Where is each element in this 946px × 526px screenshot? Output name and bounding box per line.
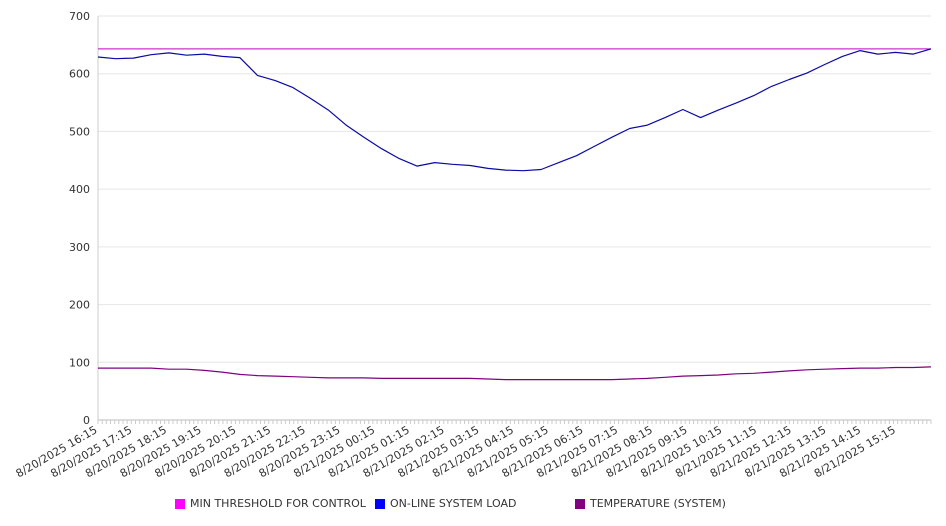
series-online-system-load-line (97, 48, 932, 172)
y-tick-label: 0 (83, 414, 90, 427)
y-tick-label: 500 (69, 125, 90, 138)
series-temperature-line (98, 366, 932, 381)
legend-swatch-temperature (575, 498, 585, 509)
x-axis-tick-labels: 8/20/2025 16:158/20/2025 17:158/20/2025 … (14, 423, 898, 480)
legend-item-temperature: TEMPERATURE (SYSTEM) (575, 497, 726, 510)
legend-label-min-threshold: MIN THRESHOLD FOR CONTROL (190, 497, 366, 510)
y-tick-label: 100 (69, 356, 90, 369)
legend-item-min-threshold: MIN THRESHOLD FOR CONTROL (175, 497, 366, 510)
legend-swatch-online-system-load (375, 498, 385, 509)
y-tick-label: 200 (69, 299, 90, 312)
y-tick-label: 600 (69, 68, 90, 81)
legend-label-online-system-load: ON-LINE SYSTEM LOAD (390, 497, 517, 510)
legend-item-online-system-load: ON-LINE SYSTEM LOAD (375, 497, 516, 510)
legend-label-temperature: TEMPERATURE (SYSTEM) (590, 497, 726, 510)
axes (97, 16, 932, 424)
y-tick-label: 700 (69, 10, 90, 23)
legend: MIN THRESHOLD FOR CONTROL ON-LINE SYSTEM… (0, 497, 946, 517)
grid-lines (98, 15, 931, 363)
series-lines (97, 48, 932, 381)
y-tick-label: 400 (69, 183, 90, 196)
legend-swatch-min-threshold (175, 498, 185, 509)
y-tick-label: 300 (69, 241, 90, 254)
y-axis-tick-labels: 0 100 200 300 400 500 600 700 (69, 10, 90, 427)
